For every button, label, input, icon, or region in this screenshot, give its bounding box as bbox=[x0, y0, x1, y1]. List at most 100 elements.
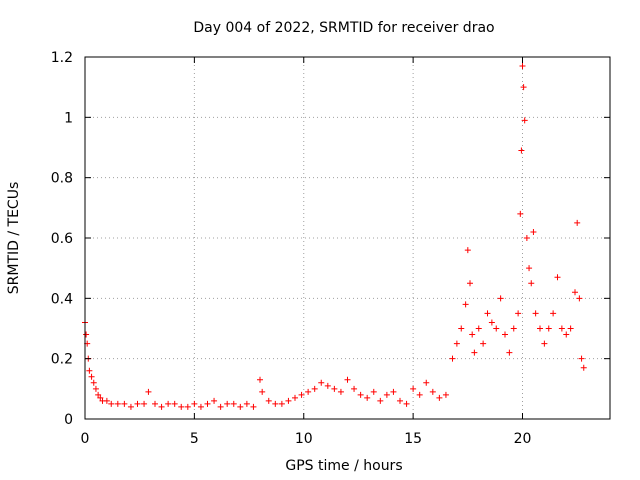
data-point bbox=[178, 403, 185, 410]
y-tick-label: 0.6 bbox=[51, 231, 73, 247]
data-point bbox=[344, 376, 351, 383]
data-point bbox=[519, 63, 526, 70]
data-point bbox=[92, 385, 99, 392]
axis-layer: 0 0.2 0.4 0.6 0.8 1 1.2 0 5 10 15 20 bbox=[51, 50, 610, 447]
data-point bbox=[580, 364, 587, 371]
data-point bbox=[523, 235, 530, 241]
data-point bbox=[518, 147, 525, 154]
data-point bbox=[357, 391, 364, 398]
data-point bbox=[576, 295, 583, 302]
data-point bbox=[528, 280, 535, 287]
grid-layer bbox=[85, 57, 610, 419]
data-point bbox=[86, 367, 93, 374]
data-point bbox=[550, 310, 557, 317]
x-tick-label: 5 bbox=[190, 431, 199, 447]
data-point bbox=[403, 400, 410, 407]
data-point bbox=[410, 385, 417, 392]
data-point bbox=[502, 331, 508, 338]
data-point bbox=[265, 397, 272, 404]
data-point bbox=[510, 325, 517, 332]
data-point bbox=[467, 280, 473, 287]
chart-title: Day 004 of 2022, SRMTID for receiver dra… bbox=[193, 20, 494, 36]
data-point bbox=[390, 388, 397, 395]
data-point bbox=[95, 391, 102, 398]
data-point bbox=[526, 265, 533, 272]
x-tick-label: 0 bbox=[81, 431, 90, 447]
data-point bbox=[462, 301, 469, 308]
y-tick-label: 0 bbox=[64, 412, 73, 428]
data-point bbox=[83, 331, 90, 338]
y-axis-label: SRMTID / TECUs bbox=[6, 182, 22, 295]
x-tick-label: 15 bbox=[404, 431, 422, 447]
data-point bbox=[567, 325, 574, 332]
data-point bbox=[484, 310, 491, 317]
data-point bbox=[537, 325, 543, 332]
data-point bbox=[515, 310, 522, 317]
data-point bbox=[480, 340, 487, 347]
data-point bbox=[517, 210, 524, 217]
data-point bbox=[90, 379, 97, 386]
data-point bbox=[141, 400, 148, 407]
data-point bbox=[331, 385, 338, 392]
data-point bbox=[237, 403, 244, 410]
data-point bbox=[250, 403, 257, 410]
data-point bbox=[191, 400, 198, 407]
data-point bbox=[377, 397, 384, 404]
data-point bbox=[464, 247, 471, 254]
data-point bbox=[108, 400, 115, 407]
data-point bbox=[545, 325, 552, 332]
data-point bbox=[152, 400, 158, 407]
data-point bbox=[298, 391, 305, 398]
data-point bbox=[145, 388, 152, 395]
data-point bbox=[103, 397, 110, 404]
data-point bbox=[563, 331, 570, 338]
data-point bbox=[383, 391, 390, 398]
y-tick-label: 1.2 bbox=[51, 50, 73, 66]
data-point bbox=[134, 400, 141, 407]
x-axis-label: GPS time / hours bbox=[285, 458, 402, 474]
data-point bbox=[397, 397, 403, 404]
data-point bbox=[305, 388, 312, 395]
data-point bbox=[364, 394, 371, 401]
data-point bbox=[318, 379, 325, 386]
data-point bbox=[127, 403, 134, 410]
data-point bbox=[572, 289, 578, 296]
data-point bbox=[521, 117, 528, 124]
data-point bbox=[272, 400, 279, 407]
data-point bbox=[197, 403, 204, 410]
data-point bbox=[230, 400, 237, 407]
data-point bbox=[165, 400, 172, 407]
data-point bbox=[530, 228, 537, 235]
data-point bbox=[259, 388, 266, 395]
data-point bbox=[292, 394, 298, 401]
data-point bbox=[324, 382, 331, 389]
data-point bbox=[370, 388, 377, 395]
data-point bbox=[469, 331, 476, 338]
data-point bbox=[204, 400, 211, 407]
data-point bbox=[493, 325, 500, 332]
data-point bbox=[121, 400, 128, 407]
data-point bbox=[88, 373, 95, 380]
data-point bbox=[423, 379, 430, 386]
data-point bbox=[475, 325, 482, 332]
x-tick-label: 20 bbox=[514, 431, 532, 447]
data-point bbox=[541, 340, 548, 347]
data-points-layer bbox=[82, 63, 587, 410]
y-tick-label: 0.4 bbox=[51, 291, 73, 307]
data-point bbox=[578, 355, 585, 362]
x-tick-label: 10 bbox=[295, 431, 313, 447]
data-point bbox=[520, 84, 527, 91]
data-point bbox=[429, 388, 436, 395]
data-point bbox=[217, 403, 224, 410]
data-point bbox=[442, 391, 449, 398]
data-point bbox=[558, 325, 565, 332]
data-point bbox=[257, 376, 263, 383]
data-point bbox=[554, 274, 561, 281]
data-point bbox=[532, 310, 539, 317]
data-point bbox=[224, 400, 231, 407]
data-point bbox=[278, 400, 285, 407]
data-point bbox=[351, 385, 358, 392]
data-point bbox=[506, 349, 513, 356]
data-point bbox=[243, 400, 250, 407]
